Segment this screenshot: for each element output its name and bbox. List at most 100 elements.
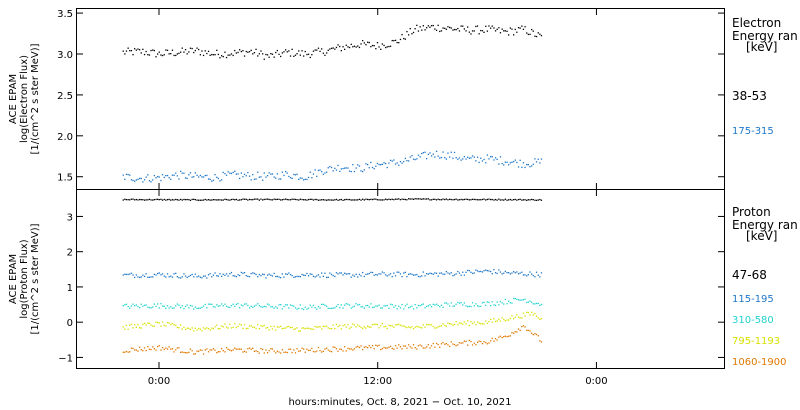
data-point [134, 199, 136, 201]
data-point [342, 350, 344, 352]
data-point [252, 272, 254, 274]
data-point [262, 325, 264, 327]
data-point [498, 318, 500, 320]
data-point [168, 322, 170, 324]
data-point [301, 273, 303, 276]
data-point [475, 303, 477, 305]
data-point [312, 304, 315, 307]
data-point [470, 340, 472, 343]
data-point [270, 199, 272, 201]
data-point [148, 198, 151, 200]
data-point [419, 156, 421, 158]
data-point [367, 198, 369, 201]
data-point [234, 170, 236, 172]
data-point [393, 159, 395, 161]
data-point [460, 342, 462, 344]
data-point [194, 327, 196, 329]
data-point [224, 303, 226, 305]
data-point [178, 304, 180, 306]
data-point [209, 349, 211, 351]
proton-legend-title-3: [keV] [746, 229, 777, 243]
data-point [396, 347, 398, 349]
data-point [307, 198, 310, 201]
data-point [132, 347, 134, 350]
data-point [130, 272, 133, 274]
data-point [412, 344, 415, 346]
data-point [265, 176, 267, 178]
data-point [129, 273, 131, 275]
data-point [348, 46, 351, 49]
data-point [271, 173, 274, 175]
data-point [494, 157, 497, 159]
data-point [304, 328, 306, 330]
data-point [329, 165, 331, 168]
data-point [321, 272, 323, 274]
data-point [360, 199, 362, 201]
data-point [316, 350, 318, 352]
data-point [171, 348, 174, 350]
data-point [322, 325, 324, 328]
data-point [181, 199, 183, 201]
data-point [385, 46, 387, 49]
data-point [365, 346, 367, 348]
data-point [365, 273, 367, 275]
data-point [465, 198, 467, 200]
data-point [445, 325, 447, 327]
data-point [376, 162, 379, 165]
data-point [483, 301, 485, 303]
data-point [327, 349, 329, 351]
data-point [255, 178, 257, 180]
data-point [527, 274, 529, 276]
data-point [496, 320, 498, 322]
data-point [271, 348, 274, 350]
data-point [253, 198, 256, 200]
data-point [252, 347, 254, 349]
data-point [129, 351, 131, 353]
data-point [440, 30, 443, 32]
data-point [485, 269, 487, 271]
data-point [529, 33, 531, 35]
data-point [140, 276, 142, 278]
data-point [491, 156, 493, 158]
data-point [324, 325, 326, 328]
data-point [229, 199, 231, 201]
data-point [393, 326, 395, 328]
data-point [511, 302, 513, 304]
data-point [288, 272, 290, 274]
data-point [526, 329, 528, 331]
data-point [522, 274, 525, 276]
data-point [229, 323, 231, 325]
data-point [294, 198, 297, 201]
data-point [291, 304, 293, 307]
data-point [143, 322, 146, 324]
data-point [262, 348, 264, 351]
data-point [153, 273, 155, 275]
data-point [471, 302, 474, 304]
data-point [378, 199, 380, 201]
data-point [406, 303, 408, 305]
data-point [426, 158, 428, 160]
data-point [217, 53, 219, 56]
data-point [383, 346, 385, 349]
data-point [375, 344, 377, 346]
data-point [506, 272, 508, 274]
data-point [232, 54, 234, 57]
data-point [458, 342, 461, 344]
data-point [296, 53, 298, 55]
data-point [202, 353, 205, 355]
data-point [311, 177, 313, 179]
data-point [145, 273, 147, 275]
data-point [358, 346, 361, 349]
data-point [198, 327, 200, 330]
data-point [150, 49, 152, 52]
data-point [416, 348, 418, 350]
data-point [161, 346, 164, 349]
data-point [196, 350, 198, 352]
data-point [540, 35, 543, 37]
data-point [406, 347, 408, 349]
data-point [394, 163, 397, 165]
data-point [258, 53, 260, 55]
data-point [493, 159, 495, 161]
data-point [452, 199, 454, 201]
data-point [286, 198, 288, 201]
